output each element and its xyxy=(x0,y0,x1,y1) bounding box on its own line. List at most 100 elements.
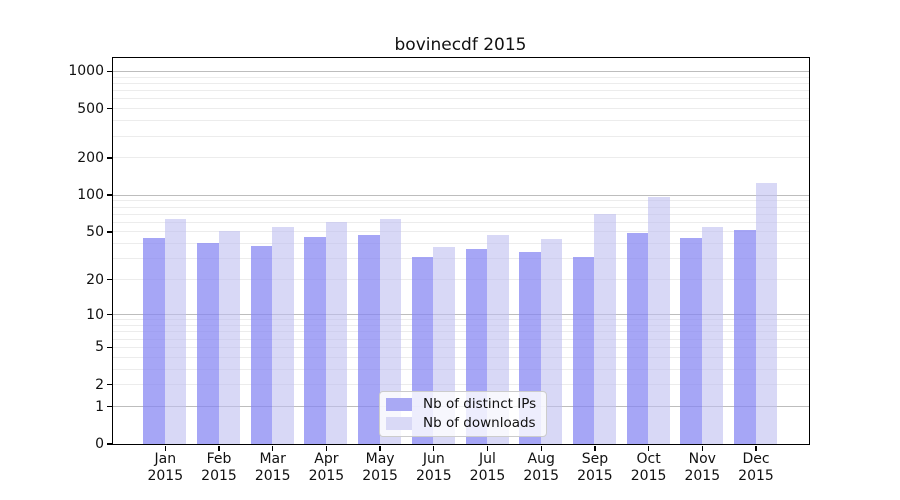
bar-nb-of-downloads-feb xyxy=(218,231,240,444)
y-tick-label: 50 xyxy=(86,223,104,240)
y-tick-mark xyxy=(106,346,112,349)
x-tick-year: 2015 xyxy=(684,467,721,484)
gridline xyxy=(112,76,809,78)
x-tick-month: Jul xyxy=(479,451,496,467)
gridline xyxy=(112,368,809,370)
y-tick-mark xyxy=(106,443,112,445)
x-tick-year: 2015 xyxy=(201,467,237,484)
x-tick-mark xyxy=(164,445,166,451)
x-tick-label: Dec 2015 xyxy=(726,451,786,484)
bar-nb-of-distinct-ips-jan xyxy=(143,238,165,444)
y-tick-label: 200 xyxy=(77,149,104,166)
gridline xyxy=(112,314,809,316)
gridline xyxy=(112,120,809,122)
x-tick-month: Feb xyxy=(206,451,232,467)
gridline xyxy=(112,231,809,233)
y-tick-label: 2 xyxy=(95,376,104,393)
y-tick-mark xyxy=(106,314,112,316)
legend-item-downloads: Nb of downloads xyxy=(386,416,538,431)
y-tick-mark xyxy=(106,70,112,72)
gridline xyxy=(112,221,809,223)
x-tick-mark xyxy=(540,445,542,451)
y-tick-label: 1000 xyxy=(68,63,104,80)
gridline xyxy=(112,384,809,386)
x-tick-label: Sep 2015 xyxy=(565,451,625,484)
bar-nb-of-downloads-dec xyxy=(755,182,777,444)
x-tick-month: May xyxy=(365,451,395,467)
x-tick-year: 2015 xyxy=(362,467,398,484)
gridline xyxy=(112,356,809,358)
x-tick-mark xyxy=(755,445,757,451)
x-tick-month: Oct xyxy=(636,451,661,467)
gridline xyxy=(112,346,809,348)
x-tick-month: Sep xyxy=(581,451,609,467)
gridline xyxy=(112,135,809,137)
gridline xyxy=(112,108,809,110)
legend-swatch-downloads-icon xyxy=(386,417,412,430)
x-tick-mark xyxy=(486,445,489,451)
gridline xyxy=(112,258,809,260)
x-tick-label: Jul 2015 xyxy=(458,451,518,484)
x-tick-mark xyxy=(433,445,435,451)
x-tick-label: May 2015 xyxy=(350,451,410,484)
legend-swatch-distinct-ips-icon xyxy=(386,398,412,411)
legend-label-downloads: Nb of downloads xyxy=(423,415,536,431)
x-tick-label: Mar 2015 xyxy=(243,451,303,484)
x-tick-mark xyxy=(325,445,328,451)
x-tick-month: Jun xyxy=(422,451,445,467)
y-tick-mark xyxy=(106,157,112,159)
x-tick-month: Dec xyxy=(742,451,770,467)
x-tick-label: Apr 2015 xyxy=(296,451,356,484)
y-tick-label: 5 xyxy=(95,339,104,356)
y-tick-mark xyxy=(106,194,112,196)
gridline xyxy=(112,325,809,326)
legend: Nb of distinct IPs Nb of downloads xyxy=(379,391,547,437)
x-tick-year: 2015 xyxy=(469,467,506,484)
x-tick-month: Apr xyxy=(314,451,339,467)
x-tick-year: 2015 xyxy=(738,467,774,484)
y-tick-mark xyxy=(106,384,112,386)
bar-nb-of-distinct-ips-mar xyxy=(250,245,273,444)
plot-area xyxy=(111,56,810,445)
x-tick-year: 2015 xyxy=(308,467,345,484)
gridline xyxy=(112,82,809,84)
x-tick-label: Nov 2015 xyxy=(672,451,732,484)
x-tick-year: 2015 xyxy=(577,467,613,484)
x-tick-label: Jun 2015 xyxy=(404,451,464,484)
bar-nb-of-distinct-ips-sep xyxy=(572,256,595,444)
x-tick-year: 2015 xyxy=(147,467,184,484)
x-tick-month: Aug xyxy=(527,451,555,467)
y-tick-label: 1 xyxy=(95,398,104,415)
x-tick-mark xyxy=(272,445,274,451)
gridline xyxy=(112,90,809,92)
gridline xyxy=(112,200,809,202)
y-tick-label: 0 xyxy=(95,436,104,452)
y-tick-mark xyxy=(106,279,112,281)
x-tick-mark xyxy=(701,445,703,451)
legend-label-distinct-ips: Nb of distinct IPs xyxy=(423,396,537,412)
gridline xyxy=(112,70,809,72)
gridline xyxy=(112,319,809,321)
x-tick-label: Feb 2015 xyxy=(189,451,249,484)
x-tick-mark xyxy=(647,445,650,451)
bar-nb-of-downloads-nov xyxy=(701,227,724,444)
bar-nb-of-downloads-mar xyxy=(272,227,294,444)
bar-nb-of-distinct-ips-apr xyxy=(304,237,326,444)
y-tick-label: 20 xyxy=(86,271,104,288)
gridline xyxy=(112,98,809,100)
y-tick-label: 500 xyxy=(77,100,104,117)
x-tick-label: Oct 2015 xyxy=(619,451,679,484)
bar-nb-of-downloads-apr xyxy=(325,221,348,444)
x-tick-year: 2015 xyxy=(415,467,452,484)
y-tick-label: 100 xyxy=(77,187,104,204)
x-tick-month: Nov xyxy=(688,451,716,467)
x-tick-label: Aug 2015 xyxy=(511,451,571,484)
bar-nb-of-downloads-oct xyxy=(648,197,670,444)
y-tick-mark xyxy=(106,405,112,408)
bar-nb-of-distinct-ips-oct xyxy=(626,232,649,444)
gridline xyxy=(112,206,809,208)
bar-nb-of-downloads-sep xyxy=(594,214,616,444)
chart-title: bovinecdf 2015 xyxy=(394,35,527,55)
bar-nb-of-distinct-ips-nov xyxy=(680,238,702,444)
